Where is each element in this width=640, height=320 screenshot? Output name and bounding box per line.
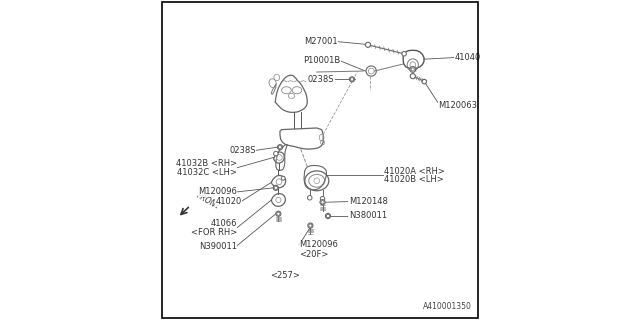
Text: 41032B <RH>: 41032B <RH> — [175, 159, 237, 168]
Text: 0238S: 0238S — [308, 76, 334, 84]
Circle shape — [410, 74, 415, 79]
Circle shape — [349, 77, 355, 82]
Circle shape — [402, 52, 406, 56]
Circle shape — [321, 196, 325, 201]
Text: FRONT: FRONT — [195, 191, 221, 211]
Text: M120096: M120096 — [198, 188, 237, 196]
Circle shape — [308, 223, 313, 228]
Text: N380011: N380011 — [349, 212, 387, 220]
Text: M120096: M120096 — [300, 240, 338, 249]
Text: 41066: 41066 — [211, 220, 237, 228]
Text: <FOR RH>: <FOR RH> — [191, 228, 237, 237]
Text: M120063: M120063 — [438, 101, 477, 110]
Text: N390011: N390011 — [199, 242, 237, 251]
Text: 41040: 41040 — [454, 53, 481, 62]
Circle shape — [274, 151, 278, 156]
Text: 41020A <RH>: 41020A <RH> — [384, 167, 445, 176]
Circle shape — [422, 79, 427, 84]
Circle shape — [410, 67, 416, 72]
Circle shape — [365, 42, 371, 47]
Circle shape — [278, 145, 283, 150]
Circle shape — [273, 185, 278, 190]
Circle shape — [307, 196, 312, 200]
Text: <257>: <257> — [270, 271, 300, 280]
Text: 41032C <LH>: 41032C <LH> — [177, 168, 237, 177]
Text: P10001B: P10001B — [303, 56, 340, 65]
Circle shape — [276, 211, 281, 216]
Circle shape — [320, 200, 325, 205]
Text: M120148: M120148 — [349, 197, 388, 206]
Text: 41020: 41020 — [215, 197, 242, 206]
Circle shape — [282, 176, 285, 180]
Text: M27001: M27001 — [304, 37, 338, 46]
Circle shape — [326, 213, 331, 219]
Text: A410001350: A410001350 — [423, 302, 472, 311]
Text: <20F>: <20F> — [300, 250, 328, 259]
Text: 0238S: 0238S — [230, 146, 256, 155]
Text: 41020B <LH>: 41020B <LH> — [384, 175, 444, 184]
